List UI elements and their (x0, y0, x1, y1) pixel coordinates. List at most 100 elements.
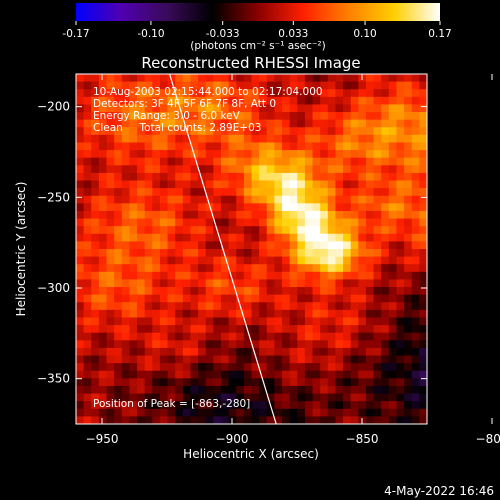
heatmap-cell (350, 203, 359, 212)
heatmap-cell (373, 294, 382, 303)
heatmap-cell (327, 218, 337, 227)
heatmap-cell (381, 271, 390, 281)
heatmap-cell (106, 104, 115, 113)
heatmap-cell (121, 287, 131, 296)
heatmap-cell (259, 180, 268, 189)
heatmap-cell (236, 134, 245, 144)
heatmap-cell (266, 96, 275, 106)
heatmap-cell (297, 302, 306, 311)
heatmap-cell (129, 302, 138, 311)
heatmap-cell (335, 393, 344, 402)
heatmap-cell (228, 104, 237, 113)
heatmap-cell (220, 249, 230, 258)
heatmap-cell (121, 218, 131, 227)
heatmap-cell (159, 279, 169, 288)
heatmap-cell (343, 188, 352, 197)
heatmap-cell (220, 195, 230, 204)
heatmap-cell (114, 172, 123, 182)
heatmap-cell (266, 325, 275, 334)
heatmap-cell (106, 302, 115, 311)
heatmap-cell (327, 210, 337, 220)
heatmap-cell (404, 119, 413, 128)
heatmap-cell (266, 302, 275, 311)
heatmap-cell (381, 89, 390, 98)
heatmap-cell (282, 210, 291, 220)
heatmap-cell (152, 112, 161, 121)
heatmap-cell (213, 233, 222, 242)
heatmap-cell (304, 294, 314, 303)
heatmap-cell (266, 165, 275, 174)
heatmap-cell (182, 279, 192, 288)
heatmap-cell (365, 416, 375, 424)
heatmap-cell (282, 157, 291, 166)
heatmap-cell (365, 134, 375, 144)
heatmap-cell (198, 256, 207, 265)
heatmap-cell (320, 180, 329, 189)
heatmap-cell (243, 340, 253, 349)
heatmap-cell (182, 401, 192, 410)
heatmap-cell (335, 287, 344, 296)
heatmap-cell (83, 134, 92, 144)
heatmap-cell (282, 218, 291, 227)
heatmap-cell (289, 150, 298, 159)
heatmap-cell (388, 165, 398, 174)
heatmap-cell (198, 74, 207, 83)
heatmap-cell (251, 256, 260, 265)
heatmap-cell (167, 416, 176, 424)
heatmap-cell (213, 287, 222, 296)
heatmap-cell (98, 188, 108, 197)
heatmap-cell (129, 317, 138, 326)
heatmap-cell (106, 241, 115, 250)
heatmap-cell (243, 279, 253, 288)
heatmap-cell (343, 287, 352, 296)
heatmap-cell (106, 119, 115, 128)
heatmap-cell (220, 393, 230, 402)
heatmap-cell (358, 104, 367, 113)
heatmap-cell (373, 271, 382, 281)
heatmap-cell (205, 172, 214, 182)
heatmap-cell (404, 188, 413, 197)
heatmap-cell (98, 317, 108, 326)
heatmap-cell (327, 74, 337, 83)
heatmap-cell (358, 279, 367, 288)
heatmap-cell (327, 317, 337, 326)
heatmap-cell (91, 302, 100, 311)
heatmap-cell (159, 370, 169, 379)
heatmap-cell (358, 287, 367, 296)
heatmap-cell (381, 127, 390, 136)
heatmap-cell (243, 325, 253, 334)
heatmap-cell (297, 74, 306, 83)
heatmap-cell (404, 317, 413, 326)
heatmap-cell (297, 416, 306, 424)
heatmap-cell (129, 96, 138, 106)
heatmap-cell (236, 378, 245, 387)
heatmap-cell (404, 347, 413, 357)
heatmap-cell (289, 249, 298, 258)
heatmap-cell (327, 340, 337, 349)
heatmap-cell (259, 355, 268, 364)
heatmap-cell (152, 81, 161, 90)
heatmap-cell (343, 264, 352, 273)
heatmap-cell (282, 233, 291, 242)
heatmap-cell (167, 408, 176, 417)
heatmap-cell (327, 203, 337, 212)
heatmap-cell (76, 363, 85, 372)
heatmap-cell (236, 317, 245, 326)
heatmap-cell (190, 294, 199, 303)
heatmap-cell (114, 347, 123, 357)
y-axis-label: Heliocentric Y (arcsec) (14, 182, 28, 317)
heatmap-cell (320, 309, 329, 319)
colorbar-tick-label: 0.17 (428, 28, 451, 40)
heatmap-cell (350, 355, 359, 364)
heatmap-cell (159, 401, 169, 410)
heatmap-cell (205, 81, 214, 90)
heatmap-cell (320, 150, 329, 159)
heatmap-cell (365, 317, 375, 326)
heatmap-cell (106, 180, 115, 189)
heatmap-cell (91, 233, 100, 242)
heatmap-cell (343, 233, 352, 242)
heatmap-cell (350, 340, 359, 349)
heatmap-cell (205, 96, 214, 106)
heatmap-cell (190, 89, 199, 98)
